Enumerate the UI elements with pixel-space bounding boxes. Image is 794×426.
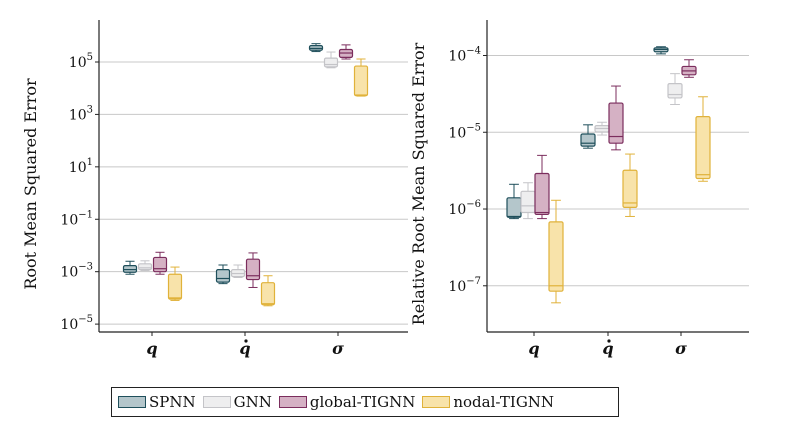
legend-label-gnn: GNN (233, 393, 272, 411)
box-global-tignn-1 (245, 252, 261, 288)
y-axis-label: Relative Root Mean Squared Error (409, 42, 428, 325)
y-tick-label: 10−5 (448, 122, 481, 141)
legend-label-global-tignn: global-TIGNN (309, 393, 416, 411)
y-tick-base: 10 (448, 125, 466, 141)
box-global-tignn-2 (338, 44, 354, 60)
x-tick-label-dot (607, 339, 611, 343)
legend-swatch-nodal-tignn (422, 396, 451, 408)
legend-swatch-gnn (202, 396, 231, 408)
legend-item-gnn: GNN (202, 393, 272, 411)
box-iqr (534, 172, 550, 216)
y-tick-exponent: −5 (466, 122, 481, 133)
box-iqr (245, 258, 261, 281)
box-spnn-0 (506, 183, 522, 220)
box-iqr (667, 83, 683, 99)
x-tick-label-q: q (528, 339, 539, 358)
y-tick-exponent: −6 (466, 199, 481, 210)
box-nodal-tignn-1 (260, 275, 276, 307)
box-iqr (323, 57, 339, 68)
legend-swatch-spnn (118, 396, 146, 408)
y-tick-label: 105 (69, 52, 93, 71)
y-tick-exponent: −1 (78, 209, 93, 220)
box-global-tignn-0 (152, 251, 168, 275)
y-tick-base: 10 (60, 265, 78, 281)
x-tick-label-q-dot: q (602, 339, 613, 358)
box-nodal-tignn-2 (695, 96, 711, 182)
legend-label-spnn: SPNN (149, 393, 196, 411)
y-tick-exponent: −7 (466, 276, 481, 287)
legend-item-global-tignn: global-TIGNN (278, 393, 416, 411)
box-iqr (353, 65, 369, 97)
box-nodal-tignn-1 (622, 153, 638, 217)
y-axis-label: Root Mean Squared Error (21, 78, 40, 290)
y-tick-exponent: −5 (78, 314, 93, 325)
box-iqr (137, 263, 153, 271)
box-iqr (122, 265, 138, 273)
y-tick-exponent: −3 (78, 262, 93, 273)
legend-item-spnn: SPNN (118, 393, 196, 411)
y-tick-label: 10−6 (448, 199, 481, 218)
y-tick-base: 10 (448, 48, 466, 64)
box-iqr (622, 169, 638, 208)
y-tick-label: 10−4 (448, 45, 481, 64)
box-gnn-2 (323, 51, 339, 69)
y-tick-exponent: 1 (87, 157, 93, 168)
y-tick-exponent: 5 (87, 52, 93, 63)
y-tick-base: 10 (69, 55, 87, 71)
y-tick-label: 101 (69, 157, 93, 176)
y-tick-label: 10−3 (60, 262, 93, 281)
box-spnn-1 (215, 264, 231, 285)
x-tick-label-q: q (146, 339, 157, 358)
legend-swatch-global-tignn (278, 396, 307, 408)
box-iqr (167, 273, 183, 300)
legend: SPNN GNN global-TIGNN nodal-TIGNN (111, 387, 619, 417)
y-tick-base: 10 (60, 317, 78, 333)
box-gnn-2 (667, 73, 683, 105)
box-gnn-1 (594, 121, 610, 136)
box-global-tignn-0 (534, 154, 550, 220)
box-iqr (152, 256, 168, 273)
box-global-tignn-2 (681, 59, 697, 78)
box-iqr (260, 282, 276, 306)
box-spnn-1 (580, 124, 596, 149)
box-spnn-0 (122, 260, 138, 275)
box-nodal-tignn-0 (548, 199, 564, 304)
box-global-tignn-1 (608, 85, 624, 151)
x-tick-label-dot (244, 339, 248, 343)
y-tick-label: 10−1 (60, 209, 93, 228)
y-tick-exponent: −4 (466, 45, 481, 56)
y-tick-label: 103 (69, 104, 93, 123)
y-tick-base: 10 (69, 160, 87, 176)
box-iqr (608, 102, 624, 144)
box-nodal-tignn-0 (167, 266, 183, 301)
box-gnn-1 (230, 264, 246, 279)
box-gnn-0 (137, 260, 153, 272)
y-tick-label: 10−7 (448, 276, 481, 295)
legend-label-nodal-tignn: nodal-TIGNN (453, 393, 555, 411)
y-tick-base: 10 (60, 212, 78, 228)
y-tick-base: 10 (448, 279, 466, 295)
box-nodal-tignn-2 (353, 58, 369, 97)
box-iqr (506, 197, 522, 218)
box-iqr (580, 133, 596, 147)
box-gnn-0 (520, 182, 536, 220)
y-tick-base: 10 (69, 107, 87, 123)
x-tick-label-sigma: σ (332, 339, 344, 358)
box-iqr (548, 221, 564, 292)
x-tick-label-sigma: σ (675, 339, 687, 358)
x-tick-label-q-dot: q (239, 339, 250, 358)
box-iqr (520, 190, 536, 214)
box-iqr (695, 115, 711, 180)
y-tick-base: 10 (448, 202, 466, 218)
box-iqr (215, 269, 231, 283)
box-spnn-2 (308, 43, 324, 53)
legend-item-nodal-tignn: nodal-TIGNN (422, 393, 554, 411)
y-tick-label: 10−5 (60, 314, 93, 333)
y-tick-exponent: 3 (87, 104, 93, 115)
box-spnn-2 (653, 46, 669, 55)
